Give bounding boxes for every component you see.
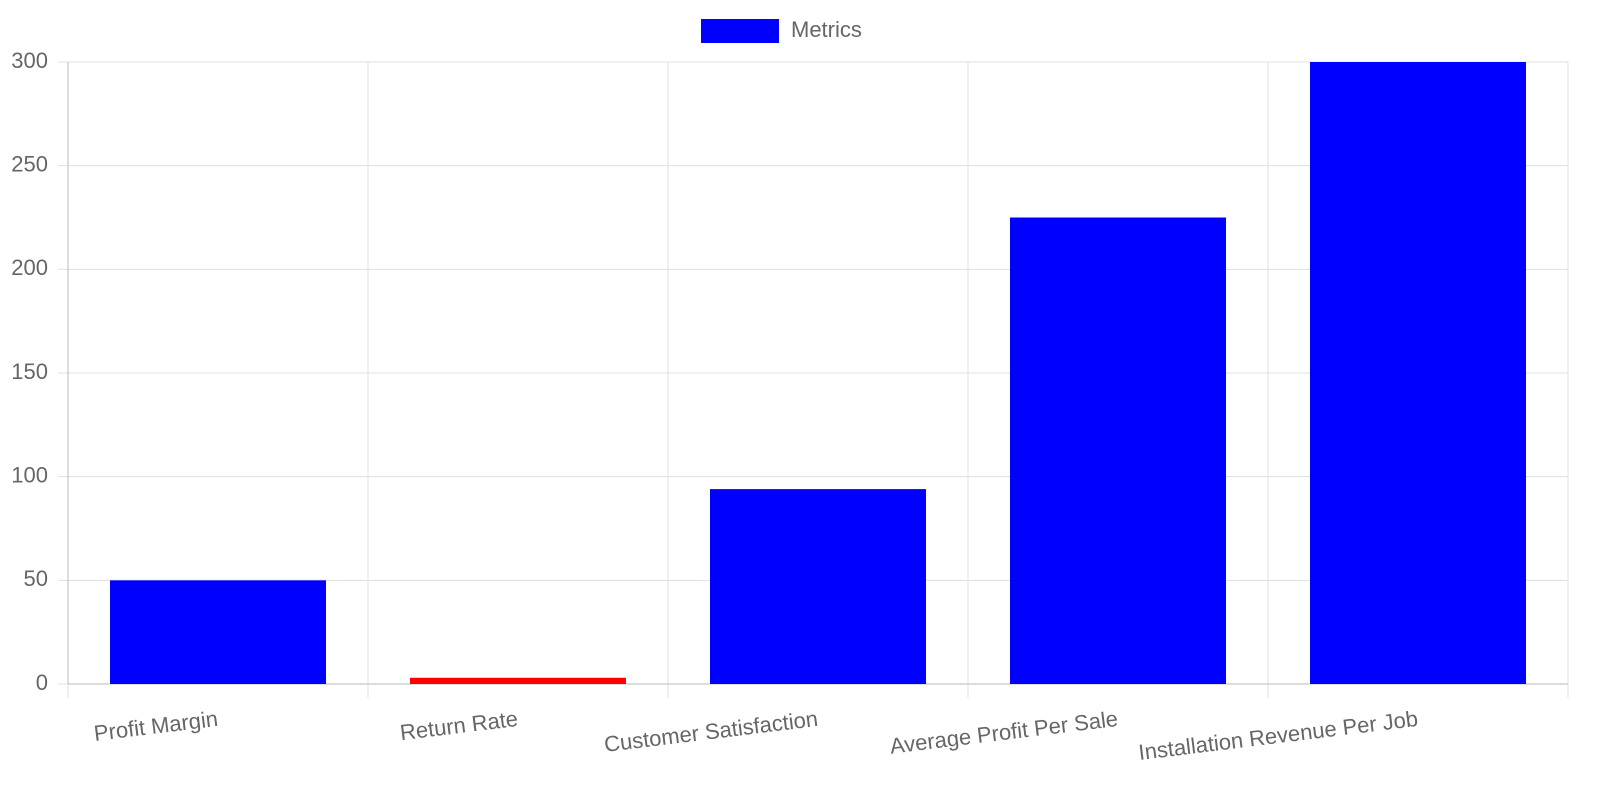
bar: [110, 580, 326, 684]
legend-swatch: [701, 19, 779, 43]
x-tick-label: Profit Margin: [92, 706, 219, 746]
x-tick-label: Customer Satisfaction: [603, 706, 820, 757]
bar: [710, 489, 926, 684]
y-tick-label: 300: [11, 48, 48, 73]
y-tick-label: 100: [11, 462, 48, 487]
bar: [1010, 217, 1226, 684]
x-tick-label: Average Profit Per Sale: [888, 706, 1119, 759]
y-tick-label: 0: [36, 670, 48, 695]
y-tick-label: 250: [11, 151, 48, 176]
legend-label: Metrics: [791, 17, 862, 42]
x-tick-label: Installation Revenue Per Job: [1137, 706, 1419, 765]
y-tick-label: 50: [24, 566, 48, 591]
y-tick-label: 200: [11, 255, 48, 280]
bar: [410, 677, 626, 684]
bar: [1310, 62, 1526, 684]
y-tick-label: 150: [11, 359, 48, 384]
x-tick-label: Return Rate: [399, 706, 520, 745]
